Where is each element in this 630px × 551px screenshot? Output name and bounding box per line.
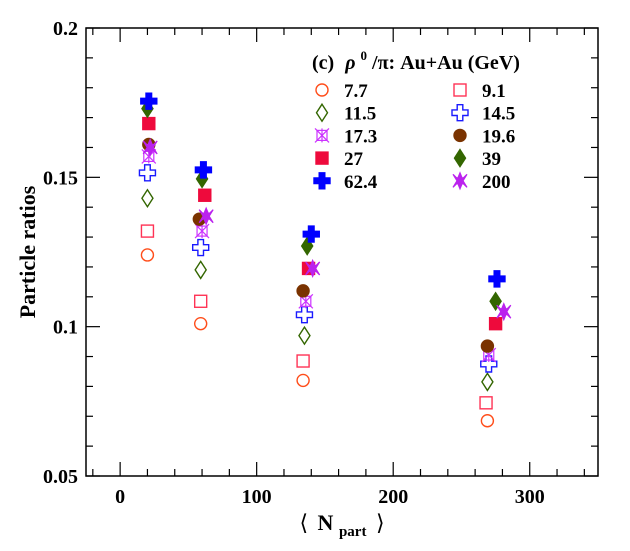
- legend-label: 62.4: [344, 172, 378, 193]
- legend-marker: [453, 148, 467, 168]
- data-points: [138, 92, 512, 428]
- axis-tick-labels: 0 100 200 300 0.05 0.1 0.15 0.2: [43, 18, 545, 508]
- legend-label: 7.7: [344, 81, 368, 102]
- legend-marker: [315, 102, 329, 123]
- legend-marker: [453, 128, 467, 143]
- legend-label: 17.3: [344, 126, 377, 147]
- title-superscript: 0: [361, 48, 368, 63]
- data-point: [296, 373, 310, 388]
- data-point: [480, 355, 498, 373]
- legend-marker: [453, 83, 467, 97]
- data-point: [193, 316, 208, 331]
- data-point: [305, 258, 321, 278]
- data-point: [140, 224, 155, 238]
- data-point: [296, 354, 310, 368]
- legend-entry: 200: [452, 171, 511, 193]
- legend-label: 9.1: [482, 81, 506, 102]
- data-point: [194, 260, 208, 280]
- data-point: [194, 223, 210, 239]
- x-axis-subscript: part: [339, 524, 367, 540]
- data-point: [141, 188, 154, 209]
- data-point: [140, 92, 158, 110]
- data-point: [488, 316, 503, 331]
- legend-marker: [451, 103, 469, 122]
- series-200: [142, 137, 512, 322]
- x-tick-label: 300: [515, 486, 545, 508]
- data-point: [191, 238, 210, 257]
- data-point: [480, 414, 495, 428]
- legend-entry: 19.6: [453, 126, 515, 147]
- legend: (c) ρ 0 /π: Au+Au (GeV) 7.7 9.1 11.5 14.5 17…: [312, 43, 520, 193]
- series-11-5: [141, 188, 494, 392]
- legend-entries: 7.7 9.1 11.5 14.5 17.3 19.6 27 39 62.4 200: [313, 81, 515, 193]
- legend-entry: 9.1: [453, 81, 506, 102]
- legend-marker: [315, 151, 329, 165]
- x-axis-bracket-close: ⟩: [376, 510, 385, 535]
- data-point: [496, 302, 512, 322]
- series-14-5: [138, 164, 498, 373]
- panel-label: (c): [312, 52, 334, 74]
- legend-marker: [315, 83, 329, 97]
- data-point: [198, 188, 212, 202]
- x-tick-label: 100: [242, 486, 272, 508]
- series-19-6: [142, 137, 495, 353]
- legend-entry: 27: [315, 149, 364, 170]
- legend-entry: 11.5: [315, 102, 376, 125]
- data-point: [142, 137, 158, 158]
- legend-entry: 14.5: [451, 103, 515, 125]
- y-tick-label: 0.05: [43, 466, 78, 488]
- data-point: [194, 161, 213, 179]
- y-tick-label: 0.2: [53, 18, 78, 40]
- x-axis-symbol: N: [318, 510, 334, 535]
- title-suffix: /π: Au+Au (GeV): [371, 52, 520, 74]
- legend-marker: [314, 127, 330, 143]
- legend-title: (c) ρ 0 /π: Au+Au (GeV): [312, 43, 520, 74]
- data-point: [481, 372, 494, 392]
- data-point: [198, 206, 214, 226]
- data-point: [193, 294, 208, 308]
- legend-label: 14.5: [482, 104, 515, 125]
- data-point: [138, 164, 157, 182]
- x-axis-title: ⟨ N part ⟩: [299, 510, 384, 541]
- data-point: [488, 270, 506, 288]
- legend-marker: [313, 172, 331, 190]
- legend-entry: 62.4: [313, 172, 378, 193]
- data-point: [479, 396, 493, 410]
- legend-label: 19.6: [482, 126, 515, 147]
- y-tick-label: 0.1: [53, 317, 78, 339]
- data-point: [142, 116, 156, 131]
- series-7-7: [140, 248, 495, 428]
- y-axis-title: Particle ratios: [15, 185, 40, 318]
- legend-label: 11.5: [344, 104, 376, 125]
- plot-frame: [85, 27, 599, 477]
- x-tick-label: 200: [378, 486, 408, 508]
- x-axis-bracket-open: ⟨: [299, 510, 308, 535]
- legend-label: 39: [482, 149, 501, 170]
- data-point: [302, 225, 320, 243]
- legend-entry: 17.3: [314, 126, 377, 147]
- legend-label: 27: [344, 149, 364, 170]
- data-point: [295, 306, 314, 324]
- series-9-1: [140, 224, 493, 410]
- y-tick-label: 0.15: [43, 167, 78, 189]
- legend-marker: [452, 171, 468, 191]
- series-62-4: [140, 92, 506, 288]
- data-point: [480, 339, 495, 353]
- axis-ticks: [86, 27, 598, 477]
- data-point: [296, 284, 310, 298]
- legend-label: 200: [482, 172, 511, 193]
- data-point: [140, 248, 155, 262]
- data-point: [489, 291, 502, 312]
- series-17-3: [141, 149, 497, 363]
- data-point: [298, 325, 311, 346]
- title-rho: ρ: [344, 52, 355, 74]
- x-tick-label: 0: [115, 486, 125, 508]
- legend-entry: 7.7: [315, 81, 368, 102]
- legend-entry: 39: [453, 148, 501, 170]
